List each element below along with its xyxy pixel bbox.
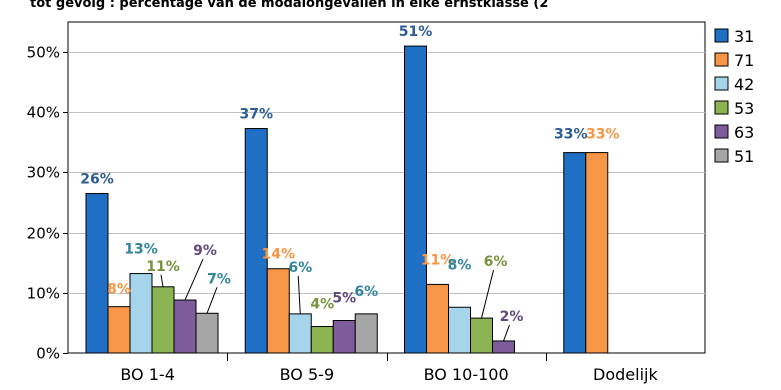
legend-swatch-51 xyxy=(714,148,729,163)
legend-label-53: 53 xyxy=(734,99,754,118)
data-label-71-1: 14% xyxy=(261,247,295,263)
legend-swatch-53 xyxy=(714,100,729,115)
data-label-31-1: 37% xyxy=(239,107,273,123)
x-category-label: BO 5-9 xyxy=(280,365,335,384)
data-label-71-2: 11% xyxy=(421,252,455,268)
data-label-31-2: 51% xyxy=(399,24,433,40)
data-label-51-1: 6% xyxy=(354,284,378,300)
data-label-31-3: 33% xyxy=(554,127,588,143)
legend-swatch-71 xyxy=(714,52,729,67)
data-label-53-0: 11% xyxy=(146,259,180,275)
bar-53-2 xyxy=(470,317,493,354)
data-label-31-0: 26% xyxy=(80,172,114,188)
bar-71-3 xyxy=(585,152,609,354)
data-label-leader xyxy=(297,275,301,314)
bar-31-2 xyxy=(404,45,427,354)
bar-71-2 xyxy=(426,283,449,354)
legend-swatch-31 xyxy=(714,28,729,43)
data-label-42-1: 6% xyxy=(288,260,312,276)
bar-51-1 xyxy=(354,313,378,354)
data-label-leader xyxy=(481,269,494,319)
data-label-leader xyxy=(184,258,204,301)
bar-42-1 xyxy=(288,313,312,354)
y-tick-label: 20% xyxy=(27,225,60,243)
y-tick-label: 30% xyxy=(27,164,60,182)
bar-31-0 xyxy=(85,193,109,354)
data-label-leader xyxy=(503,324,510,342)
data-label-53-1: 4% xyxy=(310,297,334,313)
data-label-51-0: 7% xyxy=(207,271,231,287)
chart-title: tot gevolg : percentage van de modalonge… xyxy=(30,0,548,11)
legend-swatch-63 xyxy=(714,124,729,139)
bar-31-1 xyxy=(244,128,268,354)
legend-swatch-42 xyxy=(714,76,729,91)
bar-53-0 xyxy=(151,286,175,354)
bar-42-2 xyxy=(448,306,471,354)
bar-63-0 xyxy=(173,299,197,354)
bar-31-3 xyxy=(563,152,587,354)
legend-label-71: 71 xyxy=(734,51,754,70)
data-label-53-2: 6% xyxy=(484,254,508,270)
bar-71-1 xyxy=(266,268,290,354)
data-label-63-1: 5% xyxy=(332,291,356,307)
bar-63-1 xyxy=(332,320,356,354)
bar-42-0 xyxy=(129,273,153,354)
data-label-63-0: 9% xyxy=(193,243,217,259)
legend-label-51: 51 xyxy=(734,147,754,166)
bar-71-0 xyxy=(107,306,131,354)
data-label-71-3: 33% xyxy=(586,127,620,143)
bar-51-0 xyxy=(195,312,219,354)
data-label-63-2: 2% xyxy=(500,309,524,325)
legend-label-63: 63 xyxy=(734,123,754,142)
data-label-leader xyxy=(206,287,218,314)
y-tick-label: 10% xyxy=(27,285,60,303)
data-label-42-0: 13% xyxy=(124,242,158,258)
legend-label-31: 31 xyxy=(734,27,754,46)
x-category-label: BO 1-4 xyxy=(120,365,175,384)
y-tick-label: 40% xyxy=(27,104,60,122)
bar-63-2 xyxy=(492,340,515,354)
y-tick-label: 50% xyxy=(27,44,60,62)
data-label-leader xyxy=(160,274,164,287)
plot-area-frame xyxy=(67,21,706,354)
x-category-label: BO 10-100 xyxy=(424,365,509,384)
data-label-42-2: 8% xyxy=(448,257,472,273)
legend-label-42: 42 xyxy=(734,75,754,94)
data-label-71-0: 8% xyxy=(107,282,131,298)
x-category-label: Dodelijk xyxy=(593,365,658,384)
y-tick-label: 0% xyxy=(36,345,60,363)
bar-53-1 xyxy=(310,326,334,354)
